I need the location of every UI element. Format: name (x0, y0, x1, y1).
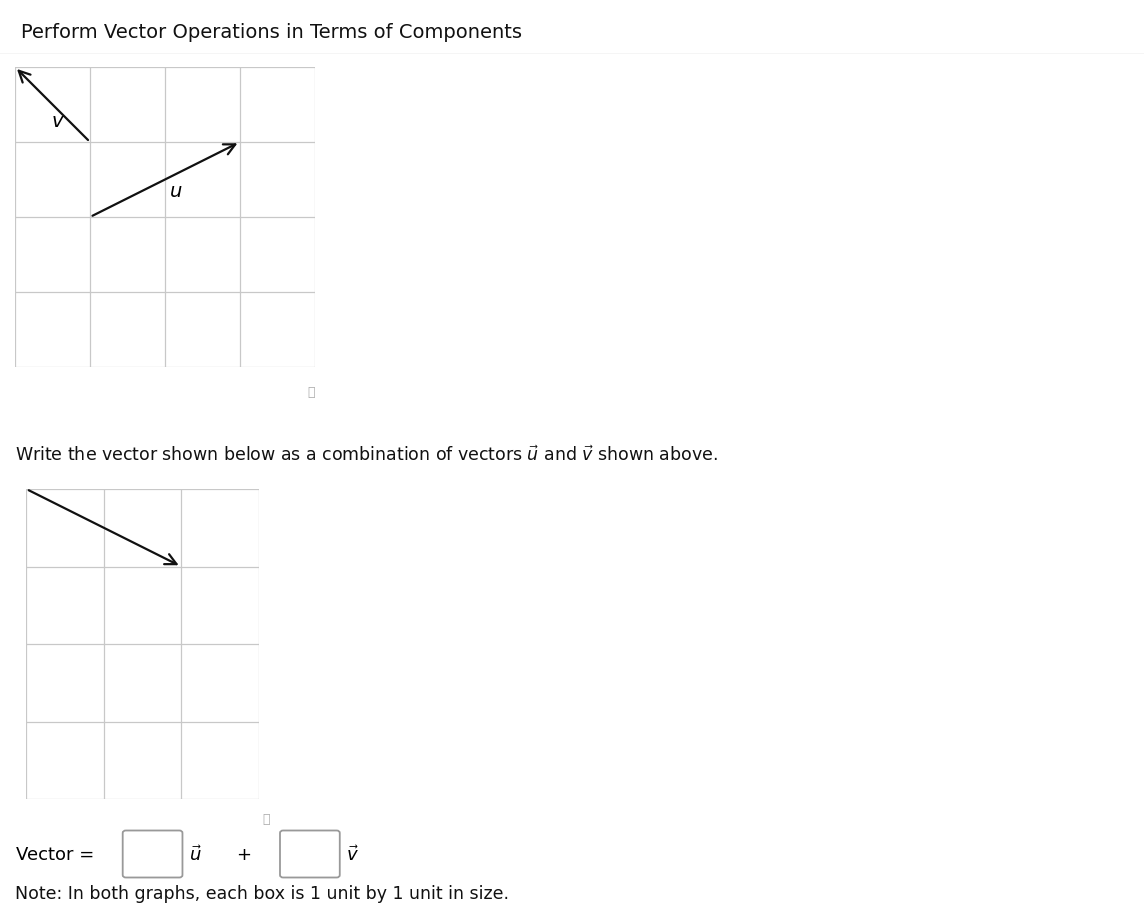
Text: Perform Vector Operations in Terms of Components: Perform Vector Operations in Terms of Co… (21, 24, 522, 43)
Text: $\vec{u}$: $\vec{u}$ (189, 844, 201, 864)
Text: 🔍: 🔍 (308, 386, 315, 399)
Text: Vector =: Vector = (16, 845, 94, 863)
Text: Write the vector shown below as a combination of vectors $\vec{u}$ and $\vec{v}$: Write the vector shown below as a combin… (15, 445, 718, 464)
Text: +: + (236, 845, 251, 863)
Text: 🔍: 🔍 (262, 813, 270, 825)
Text: $\vec{v}$: $\vec{v}$ (347, 844, 359, 864)
FancyBboxPatch shape (122, 831, 183, 877)
Text: $u$: $u$ (169, 182, 182, 200)
Text: Note: In both graphs, each box is 1 unit by 1 unit in size.: Note: In both graphs, each box is 1 unit… (15, 884, 509, 902)
Text: $v$: $v$ (51, 113, 65, 131)
FancyBboxPatch shape (280, 831, 340, 877)
